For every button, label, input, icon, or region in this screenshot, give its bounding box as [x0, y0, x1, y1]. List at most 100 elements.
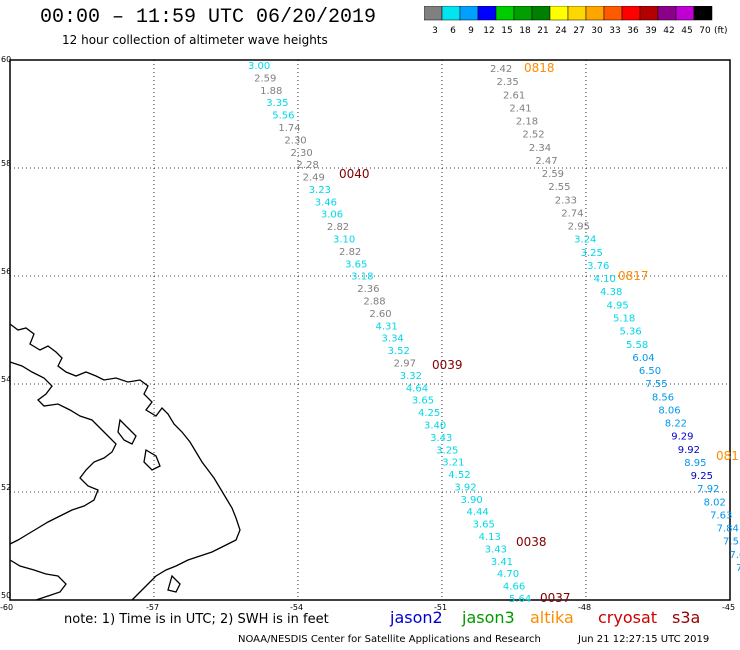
color-swatch	[693, 6, 713, 21]
wave-height-label: 2.52	[522, 130, 544, 141]
longitude-label: -54	[290, 603, 303, 612]
pass-time-label: 0040	[339, 167, 370, 181]
latitude-label: 54	[1, 375, 11, 384]
latitude-label: 60	[1, 55, 11, 64]
wave-height-label: 3.24	[574, 235, 596, 246]
generated-timestamp: Jun 21 12:27:15 UTC 2019	[578, 634, 710, 645]
wave-height-label: 8.02	[704, 497, 726, 508]
wave-height-label: 5.18	[613, 314, 635, 325]
coastline-inner	[9, 361, 117, 545]
color-scale-label: 70	[699, 26, 711, 36]
latitude-label: 56	[1, 267, 11, 276]
wave-height-label: 3.25	[581, 248, 603, 259]
color-scale-label: 33	[609, 26, 620, 36]
latitude-label: 58	[1, 159, 11, 168]
color-scale-legend: 3 6 9 12 15 18 21 24 27 30 33 36 39 42 45 70 (ft)	[424, 6, 728, 36]
wave-height-label: 4.38	[600, 287, 622, 298]
pass-time-label: 0038	[516, 535, 547, 549]
map-subtitle: 12 hour collection of altimeter wave hei…	[62, 33, 328, 47]
wave-height-label: 4.64	[406, 383, 428, 394]
wave-height-label: 4.25	[418, 408, 440, 419]
wave-height-label: 2.82	[327, 222, 349, 233]
wave-height-label: 4.44	[467, 507, 489, 518]
pass-time-label: 0817	[618, 269, 649, 283]
wave-height-label: 2.61	[503, 90, 525, 101]
wave-height-label: 4.52	[448, 470, 470, 481]
wave-height-label: 2.34	[529, 143, 551, 154]
pass-time-label: 0818	[524, 61, 555, 75]
wave-height-label: 2.55	[548, 182, 570, 193]
latitude-label: 52	[1, 483, 11, 492]
wave-height-label: 2.88	[363, 297, 385, 308]
color-scale-label: 36	[627, 26, 639, 36]
wave-height-label: 3.46	[315, 197, 337, 208]
wave-height-label: 7.55	[645, 379, 667, 390]
wave-height-label: 2.28	[297, 160, 319, 171]
altimeter-tracks: 3.002.591.883.355.561.742.302.302.282.49…	[248, 61, 740, 605]
color-scale-label: 9	[468, 26, 474, 36]
wave-height-label: 4.31	[375, 321, 397, 332]
wave-height-label: 5.36	[619, 327, 641, 338]
color-scale-label: 24	[555, 26, 567, 36]
wave-height-label: 2.41	[509, 103, 531, 114]
wave-height-label: 2.42	[490, 64, 512, 75]
coastline-south	[9, 559, 67, 601]
island-2	[143, 448, 161, 471]
color-scale-label: 45	[681, 26, 692, 36]
wave-height-label: 1.88	[260, 86, 282, 97]
wave-height-label: 2.97	[394, 358, 416, 369]
wave-height-label: 3.52	[388, 346, 410, 357]
longitude-label: -51	[434, 603, 447, 612]
coastline-main	[9, 323, 241, 601]
credit-line: NOAA/NESDIS Center for Satellite Applica…	[238, 634, 541, 645]
wave-height-label: 3.35	[266, 98, 288, 109]
wave-height-label: 3.65	[345, 259, 367, 270]
coastline	[9, 323, 241, 601]
wave-height-label: 2.60	[369, 309, 391, 320]
graticule	[10, 60, 730, 600]
wave-height-label: 3.40	[424, 420, 446, 431]
wave-height-label: 2.59	[254, 73, 276, 84]
color-scale-label: 21	[537, 26, 548, 36]
color-scale-label: 27	[573, 26, 584, 36]
longitude-label: -60	[0, 603, 13, 612]
wave-height-label: 3.18	[351, 272, 373, 283]
wave-height-label: 3.41	[491, 557, 513, 568]
longitude-label: -45	[722, 603, 735, 612]
wave-height-label: 3.65	[473, 520, 495, 531]
wave-height-label: 2.47	[535, 156, 557, 167]
longitude-label: -48	[578, 603, 591, 612]
color-scale-label: 30	[591, 26, 603, 36]
color-scale-unit: (ft)	[714, 26, 728, 36]
satellite-legend-s3a: s3a	[672, 608, 701, 627]
pass-time-label: 081	[716, 449, 739, 463]
wave-height-label: 7.84	[717, 524, 739, 535]
wave-height-label: 2.74	[561, 208, 583, 219]
satellite-legend-jason2: jason2	[390, 608, 443, 627]
wave-height-label: 4.70	[497, 569, 519, 580]
wave-height-label: 4.10	[594, 274, 616, 285]
wave-height-label: 2.82	[339, 247, 361, 258]
map-title: 00:00 – 11:59 UTC 06/20/2019	[40, 6, 377, 29]
wave-height-label: 7.0	[730, 550, 740, 561]
latitude-labels: 60 58 56 54 52 50	[1, 55, 11, 600]
wave-height-label: 9.92	[678, 445, 700, 456]
wave-height-label: 3.34	[382, 334, 404, 345]
wave-height-label: 3.65	[412, 396, 434, 407]
latitude-label: 50	[1, 591, 11, 600]
wave-height-label: 3.21	[442, 458, 464, 469]
wave-height-label: 7.2	[736, 563, 740, 574]
wave-height-label: 2.36	[357, 284, 379, 295]
wave-height-label: 3.23	[309, 185, 331, 196]
wave-height-label: 6.50	[639, 366, 661, 377]
wave-height-label: 2.18	[516, 117, 538, 128]
color-scale-label: 15	[501, 26, 512, 36]
wave-height-label: 2.35	[496, 77, 518, 88]
map-border	[9, 59, 731, 601]
wave-height-label: 3.92	[454, 482, 476, 493]
wave-height-label: 4.66	[503, 582, 525, 593]
satellite-legend-jason3: jason3	[462, 608, 515, 627]
satellite-legend-cryosat: cryosat	[598, 608, 658, 627]
pass-time-label: 0039	[432, 358, 463, 372]
